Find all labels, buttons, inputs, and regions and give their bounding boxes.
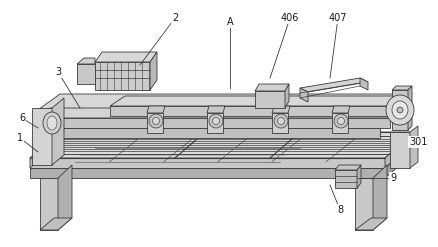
Polygon shape: [30, 132, 415, 158]
Polygon shape: [30, 132, 60, 168]
Ellipse shape: [397, 107, 403, 113]
Ellipse shape: [278, 118, 285, 124]
Polygon shape: [285, 84, 289, 108]
Polygon shape: [35, 94, 405, 112]
Polygon shape: [40, 218, 72, 230]
Polygon shape: [35, 108, 405, 118]
Ellipse shape: [43, 112, 61, 134]
Polygon shape: [40, 178, 58, 230]
Polygon shape: [355, 218, 387, 230]
Polygon shape: [30, 168, 385, 178]
Ellipse shape: [152, 118, 159, 124]
Polygon shape: [355, 178, 373, 230]
Polygon shape: [50, 138, 405, 162]
Polygon shape: [392, 90, 408, 130]
Polygon shape: [410, 126, 418, 168]
Polygon shape: [332, 113, 348, 133]
Polygon shape: [380, 94, 405, 124]
Polygon shape: [335, 170, 357, 188]
Ellipse shape: [386, 95, 414, 125]
Ellipse shape: [334, 114, 348, 128]
Polygon shape: [207, 106, 225, 113]
Polygon shape: [58, 165, 72, 230]
Polygon shape: [335, 165, 361, 170]
Polygon shape: [300, 78, 368, 92]
Text: 8: 8: [337, 205, 343, 215]
Text: 9: 9: [390, 173, 396, 183]
Ellipse shape: [149, 114, 163, 128]
Polygon shape: [207, 113, 223, 133]
Polygon shape: [77, 58, 95, 64]
Polygon shape: [110, 106, 390, 116]
Ellipse shape: [209, 114, 223, 128]
Ellipse shape: [212, 118, 219, 124]
Polygon shape: [32, 108, 52, 165]
Polygon shape: [35, 128, 380, 138]
Text: 301: 301: [409, 137, 427, 147]
Polygon shape: [35, 112, 402, 128]
Ellipse shape: [47, 116, 57, 130]
Polygon shape: [255, 91, 285, 108]
Ellipse shape: [392, 101, 408, 119]
Polygon shape: [147, 106, 165, 113]
Polygon shape: [77, 64, 95, 84]
Polygon shape: [385, 132, 415, 168]
Ellipse shape: [338, 118, 345, 124]
Polygon shape: [147, 113, 163, 133]
Polygon shape: [300, 88, 308, 102]
Text: 1: 1: [17, 133, 23, 143]
Text: A: A: [227, 17, 233, 27]
Polygon shape: [150, 52, 157, 90]
Text: 3: 3: [55, 67, 61, 77]
Polygon shape: [95, 52, 157, 62]
Polygon shape: [95, 62, 150, 90]
Polygon shape: [385, 142, 415, 178]
Ellipse shape: [274, 114, 288, 128]
Polygon shape: [357, 165, 361, 188]
Polygon shape: [35, 118, 390, 128]
Polygon shape: [392, 86, 412, 90]
Polygon shape: [408, 86, 412, 130]
Polygon shape: [110, 96, 405, 106]
Polygon shape: [272, 106, 290, 113]
Text: 406: 406: [281, 13, 299, 23]
Polygon shape: [390, 132, 410, 168]
Text: 407: 407: [329, 13, 347, 23]
Polygon shape: [35, 112, 380, 124]
Polygon shape: [373, 165, 387, 230]
Text: 2: 2: [172, 13, 178, 23]
Polygon shape: [255, 84, 289, 91]
Polygon shape: [360, 78, 368, 90]
Polygon shape: [272, 113, 288, 133]
Polygon shape: [332, 106, 350, 113]
Polygon shape: [30, 158, 385, 168]
Polygon shape: [52, 98, 64, 165]
Text: 6: 6: [19, 113, 25, 123]
